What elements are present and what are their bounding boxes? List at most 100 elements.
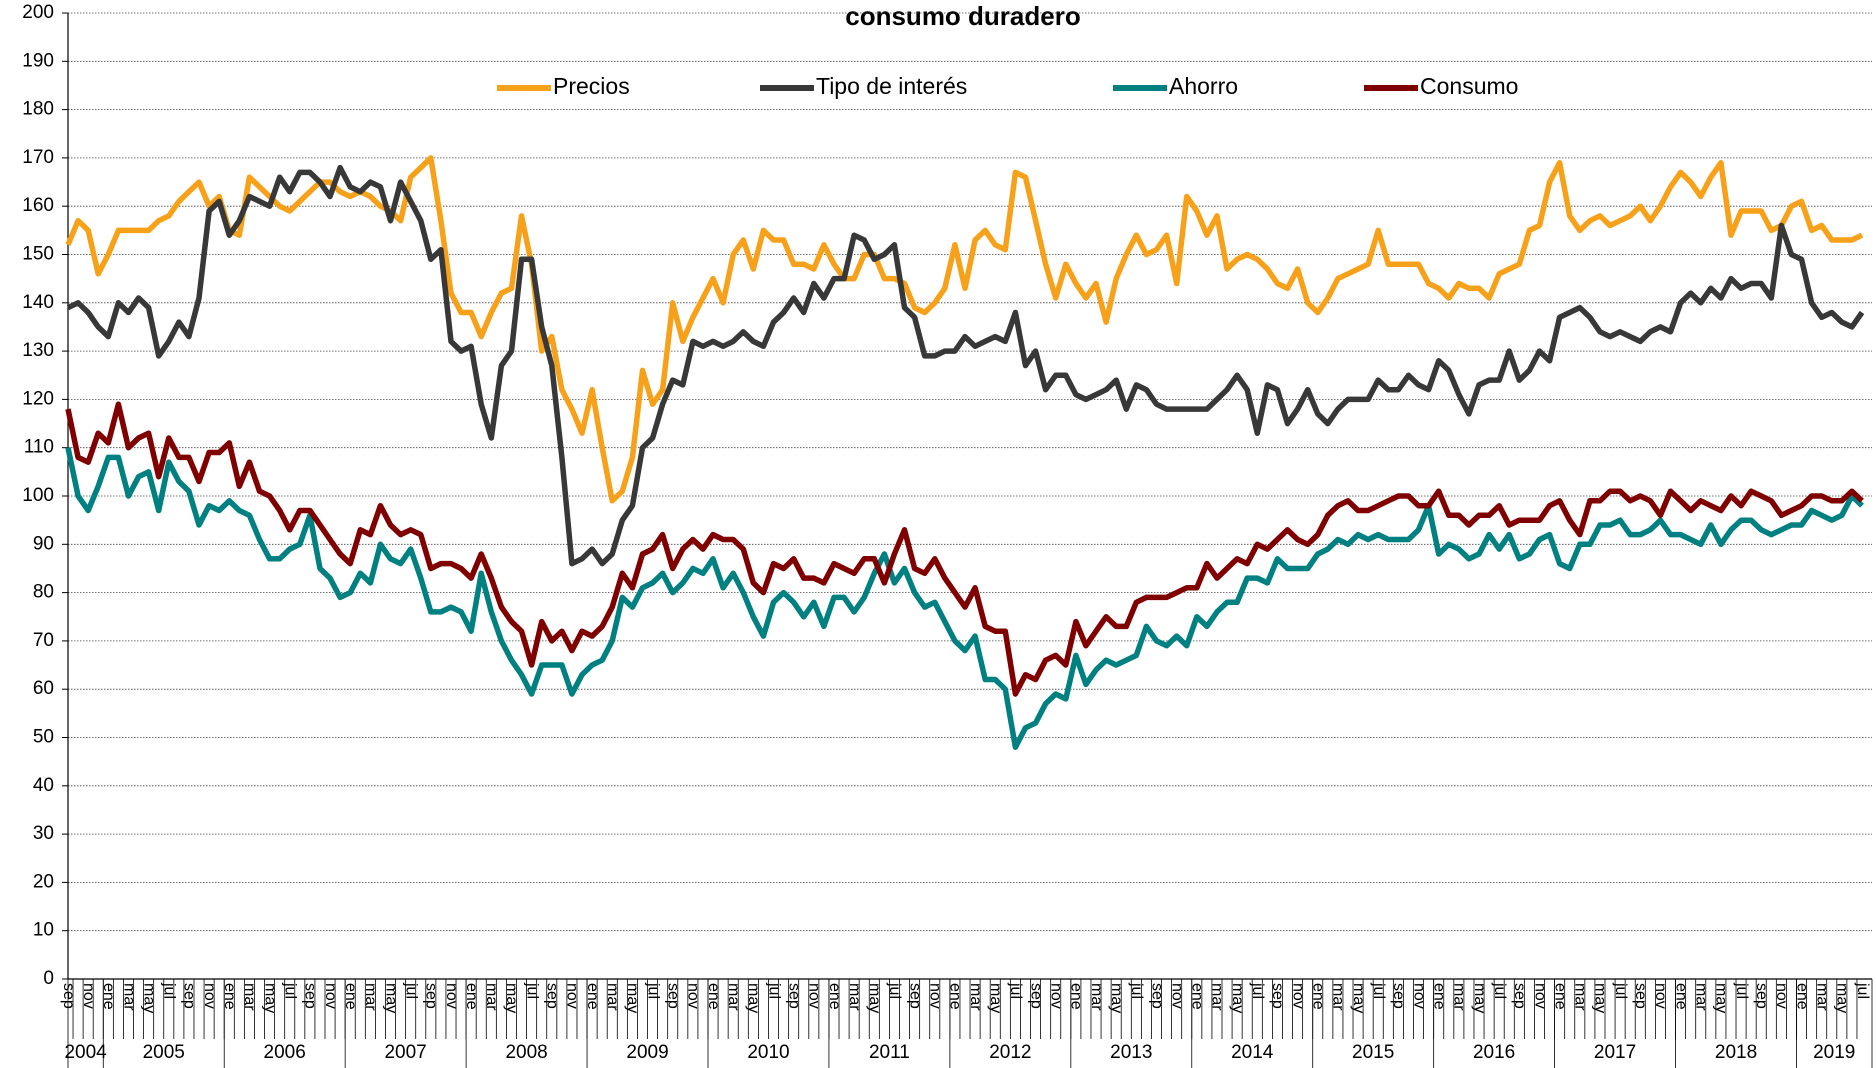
year-label: 2017 <box>1594 1042 1636 1063</box>
y-tick-label: 40 <box>33 775 54 796</box>
x-tick-label: nov <box>443 983 460 1009</box>
x-tick-label: nov <box>1773 983 1790 1009</box>
x-tick-label: ene <box>1189 983 1206 1010</box>
x-tick-label: may <box>503 983 520 1013</box>
series-line <box>65 401 1864 697</box>
x-tick-label: nov <box>1289 983 1306 1009</box>
y-tick-label: 50 <box>33 727 54 748</box>
x-tick-label: may <box>1834 983 1851 1013</box>
y-tick-label: 20 <box>33 871 54 892</box>
x-tick-label: may <box>140 983 157 1013</box>
y-tick-label: 140 <box>22 292 54 313</box>
chart-title: consumo duradero <box>845 1 1080 31</box>
x-tick-label: mar <box>1451 983 1468 1011</box>
y-tick-label: 100 <box>22 485 54 506</box>
x-tick-label: nov <box>564 983 581 1009</box>
x-tick-label: may <box>866 983 883 1013</box>
x-tick-label: mar <box>1693 983 1710 1011</box>
x-tick-label: mar <box>241 983 258 1011</box>
year-label: 2009 <box>626 1042 668 1063</box>
x-tick-label: ene <box>705 983 722 1010</box>
x-tick-label: ene <box>1793 983 1810 1010</box>
x-tick-label: sep <box>1027 983 1044 1009</box>
x-tick-label: sep <box>785 983 802 1009</box>
x-tick-label: may <box>1350 983 1367 1013</box>
legend-label: Precios <box>553 73 630 99</box>
x-tick-label: mar <box>362 983 379 1011</box>
x-tick-label: jul <box>886 982 903 999</box>
x-tick-label: nov <box>1531 983 1548 1009</box>
series-line <box>65 447 1864 750</box>
x-tick-label: may <box>745 983 762 1013</box>
x-tick-label: jul <box>1370 982 1387 999</box>
x-tick-label: may <box>1592 983 1609 1013</box>
x-tick-label: sep <box>1753 983 1770 1009</box>
x-tick-label: may <box>1229 983 1246 1013</box>
x-tick-label: mar <box>483 983 500 1011</box>
x-tick-label: sep <box>906 983 923 1009</box>
x-tick-label: nov <box>201 983 218 1009</box>
x-tick-label: may <box>382 983 399 1013</box>
x-tick-label: sep <box>1269 983 1286 1009</box>
x-tick-label: ene <box>826 983 843 1010</box>
series-line <box>66 164 1865 567</box>
x-tick-label: nov <box>80 983 97 1009</box>
x-tick-label: jul <box>1249 982 1266 999</box>
x-tick-label: may <box>1713 983 1730 1013</box>
y-tick-label: 180 <box>22 99 54 120</box>
x-tick-label: mar <box>604 983 621 1011</box>
legend-label: Tipo de interés <box>816 73 967 99</box>
y-tick-label: 80 <box>33 582 54 603</box>
y-tick-label: 170 <box>22 147 54 168</box>
x-tick-label: may <box>624 983 641 1013</box>
x-tick-label: sep <box>1148 983 1165 1009</box>
series-line <box>65 155 1864 504</box>
x-tick-label: may <box>1471 983 1488 1013</box>
year-label: 2019 <box>1813 1042 1855 1063</box>
y-tick-label: 160 <box>22 195 54 216</box>
x-tick-label: jul <box>161 982 178 999</box>
x-tick-label: jul <box>281 982 298 999</box>
x-tick-label: sep <box>423 983 440 1009</box>
year-label: 2008 <box>505 1042 547 1063</box>
y-tick-label: 200 <box>22 2 54 23</box>
y-tick-label: 120 <box>22 388 54 409</box>
x-tick-label: jul <box>1128 982 1145 999</box>
x-tick-label: sep <box>302 983 319 1009</box>
x-tick-label: mar <box>1572 983 1589 1011</box>
year-label: 2010 <box>747 1042 789 1063</box>
x-tick-label: jul <box>644 982 661 999</box>
year-label: 2004 <box>64 1042 107 1063</box>
year-label: 2014 <box>1231 1042 1274 1063</box>
x-tick-label: sep <box>1390 983 1407 1009</box>
legend-label: Consumo <box>1420 73 1518 99</box>
year-label: 2007 <box>384 1042 426 1063</box>
x-tick-label: nov <box>1410 983 1427 1009</box>
x-tick-label: mar <box>1330 983 1347 1011</box>
y-tick-label: 30 <box>33 823 54 844</box>
year-label: 2018 <box>1715 1042 1757 1063</box>
x-tick-label: nov <box>685 983 702 1009</box>
x-tick-label: mar <box>1813 983 1830 1011</box>
x-tick-label: may <box>261 983 278 1013</box>
y-tick-label: 190 <box>22 50 54 71</box>
y-tick-label: 110 <box>24 437 54 458</box>
y-tick-label: 130 <box>22 340 54 361</box>
x-tick-label: sep <box>1511 983 1528 1009</box>
x-tick-label: sep <box>544 983 561 1009</box>
y-tick-label: 90 <box>33 533 54 554</box>
year-label: 2013 <box>1110 1042 1152 1063</box>
x-tick-label: sep <box>1632 983 1649 1009</box>
x-tick-label: mar <box>725 983 742 1011</box>
x-tick-label: sep <box>664 983 681 1009</box>
x-tick-label: mar <box>967 983 984 1011</box>
x-tick-label: nov <box>322 983 339 1009</box>
x-tick-label: ene <box>342 983 359 1010</box>
x-tick-label: nov <box>927 983 944 1009</box>
x-tick-label: nov <box>1652 983 1669 1009</box>
x-tick-label: mar <box>120 983 137 1011</box>
x-tick-label: ene <box>1551 983 1568 1010</box>
x-tick-label: ene <box>221 983 238 1010</box>
y-tick-label: 0 <box>43 968 54 989</box>
